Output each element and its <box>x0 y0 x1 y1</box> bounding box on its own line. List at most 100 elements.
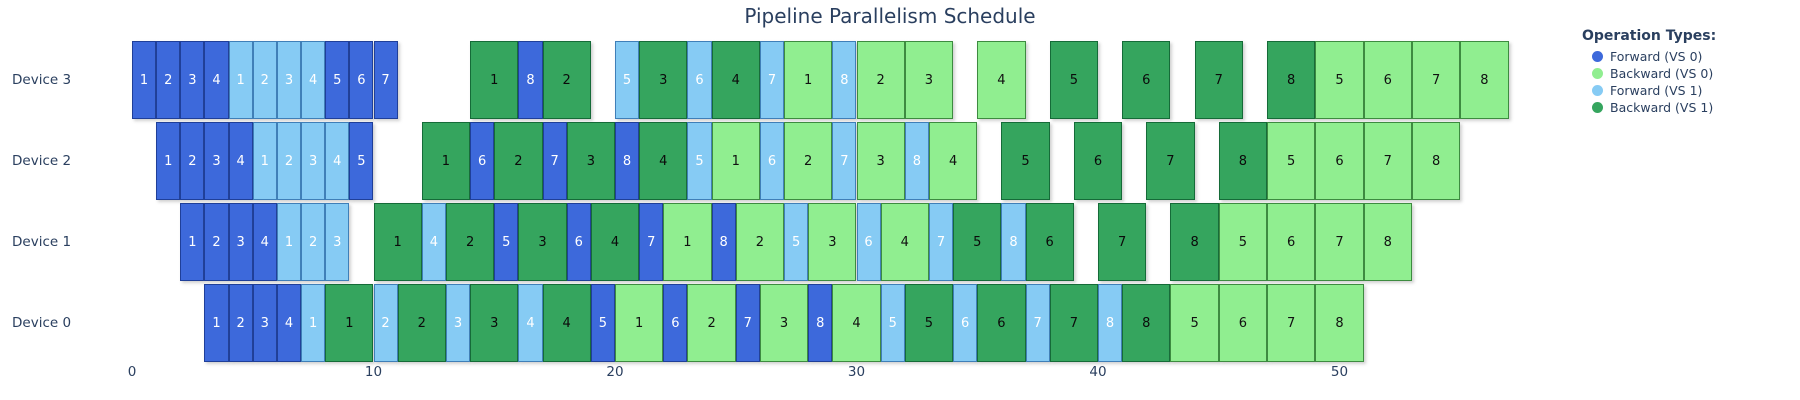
schedule-block: 1 <box>421 122 471 200</box>
schedule-block: 3 <box>180 41 205 119</box>
schedule-block: 6 <box>470 122 495 200</box>
schedule-block: 3 <box>904 41 954 119</box>
schedule-block: 3 <box>325 203 350 281</box>
schedule-block: 6 <box>1315 122 1364 200</box>
schedule-block: 5 <box>1049 41 1098 119</box>
schedule-block: 6 <box>1267 203 1316 281</box>
schedule-block: 4 <box>590 203 640 281</box>
schedule-block: 3 <box>518 203 567 281</box>
schedule-block: 7 <box>1315 203 1364 281</box>
schedule-block: 1 <box>325 284 374 362</box>
schedule-block: 1 <box>180 203 205 281</box>
schedule-block: 4 <box>421 203 446 281</box>
schedule-block: 6 <box>1073 122 1123 200</box>
forward-vs1-swatch-icon <box>1592 85 1603 96</box>
schedule-block: 4 <box>276 284 302 362</box>
schedule-block: 2 <box>445 203 495 281</box>
schedule-block: 8 <box>1315 284 1364 362</box>
schedule-block: 2 <box>542 41 591 119</box>
schedule-block: 7 <box>1098 203 1147 281</box>
schedule-block: 2 <box>180 122 205 200</box>
schedule-block: 6 <box>566 203 591 281</box>
schedule-block: 1 <box>301 284 326 362</box>
schedule-block: 5 <box>349 122 374 200</box>
schedule-block: 8 <box>1170 203 1219 281</box>
schedule-block: 2 <box>784 122 833 200</box>
schedule-block: 7 <box>1267 284 1316 362</box>
schedule-block: 5 <box>325 41 350 119</box>
schedule-block: 3 <box>808 203 857 281</box>
schedule-block: 5 <box>590 284 615 362</box>
schedule-block: 2 <box>687 284 736 362</box>
forward-vs0-swatch-icon <box>1592 51 1603 62</box>
schedule-block: 8 <box>808 284 833 362</box>
schedule-block: 4 <box>518 284 543 362</box>
schedule-block: 1 <box>132 41 157 119</box>
schedule-block: 6 <box>663 284 688 362</box>
schedule-block: 2 <box>856 41 905 119</box>
legend-item-label: Backward (VS 1) <box>1610 100 1714 115</box>
schedule-block: 5 <box>784 203 809 281</box>
schedule-block: 1 <box>252 122 277 200</box>
legend-item-forward-vs0: Forward (VS 0) <box>1582 48 1792 65</box>
schedule-block: 3 <box>301 122 326 200</box>
chart-title: Pipeline Parallelism Schedule <box>744 4 1036 28</box>
schedule-block: 5 <box>494 203 519 281</box>
schedule-block: 1 <box>373 203 422 281</box>
schedule-block: 3 <box>445 284 471 362</box>
schedule-block: 6 <box>1025 203 1074 281</box>
schedule-block: 4 <box>832 284 881 362</box>
schedule-block: 6 <box>349 41 374 119</box>
schedule-block: 2 <box>301 203 326 281</box>
backward-vs1-swatch-icon <box>1592 102 1603 113</box>
schedule-block: 1 <box>204 284 229 362</box>
schedule-block: 8 <box>1218 122 1268 200</box>
schedule-block: 7 <box>1146 122 1195 200</box>
schedule-block: 3 <box>470 284 519 362</box>
schedule-block: 8 <box>1363 203 1412 281</box>
schedule-block: 5 <box>1218 203 1268 281</box>
schedule-block: 7 <box>639 203 664 281</box>
schedule-block: 1 <box>276 203 302 281</box>
schedule-block: 8 <box>615 122 640 200</box>
schedule-block: 2 <box>156 41 181 119</box>
schedule-block: 3 <box>276 41 302 119</box>
schedule-block: 1 <box>228 41 253 119</box>
schedule-block: 8 <box>1267 41 1316 119</box>
x-axis-tick-label: 30 <box>847 364 866 380</box>
schedule-block: 8 <box>518 41 543 119</box>
schedule-block: 6 <box>687 41 712 119</box>
schedule-block: 8 <box>1411 122 1461 200</box>
legend-item-label: Forward (VS 1) <box>1610 83 1703 98</box>
schedule-block: 3 <box>856 122 905 200</box>
legend-title: Operation Types: <box>1582 28 1717 44</box>
schedule-block: 7 <box>832 122 857 200</box>
schedule-block: 3 <box>566 122 615 200</box>
schedule-block: 5 <box>1315 41 1364 119</box>
schedule-block: 1 <box>470 41 519 119</box>
schedule-block: 3 <box>228 203 253 281</box>
schedule-block: 1 <box>156 122 181 200</box>
schedule-block: 4 <box>252 203 277 281</box>
schedule-block: 8 <box>832 41 857 119</box>
legend-item-forward-vs1: Forward (VS 1) <box>1582 82 1792 99</box>
schedule-block: 7 <box>373 41 398 119</box>
schedule-block: 8 <box>1098 284 1123 362</box>
x-axis-tick-label: 10 <box>364 364 383 380</box>
schedule-block: 4 <box>325 122 350 200</box>
legend-item-label: Forward (VS 0) <box>1610 49 1703 64</box>
schedule-block: 7 <box>1411 41 1461 119</box>
schedule-block: 2 <box>373 284 398 362</box>
schedule-block: 7 <box>1194 41 1243 119</box>
schedule-block: 6 <box>759 122 785 200</box>
schedule-block: 5 <box>1267 122 1316 200</box>
schedule-block: 5 <box>1170 284 1219 362</box>
schedule-block: 4 <box>711 41 760 119</box>
schedule-block: 8 <box>904 122 929 200</box>
schedule-block: 1 <box>711 122 760 200</box>
schedule-block: 7 <box>928 203 954 281</box>
schedule-block: 3 <box>759 284 809 362</box>
schedule-block: 7 <box>1049 284 1098 362</box>
schedule-block: 6 <box>977 284 1026 362</box>
